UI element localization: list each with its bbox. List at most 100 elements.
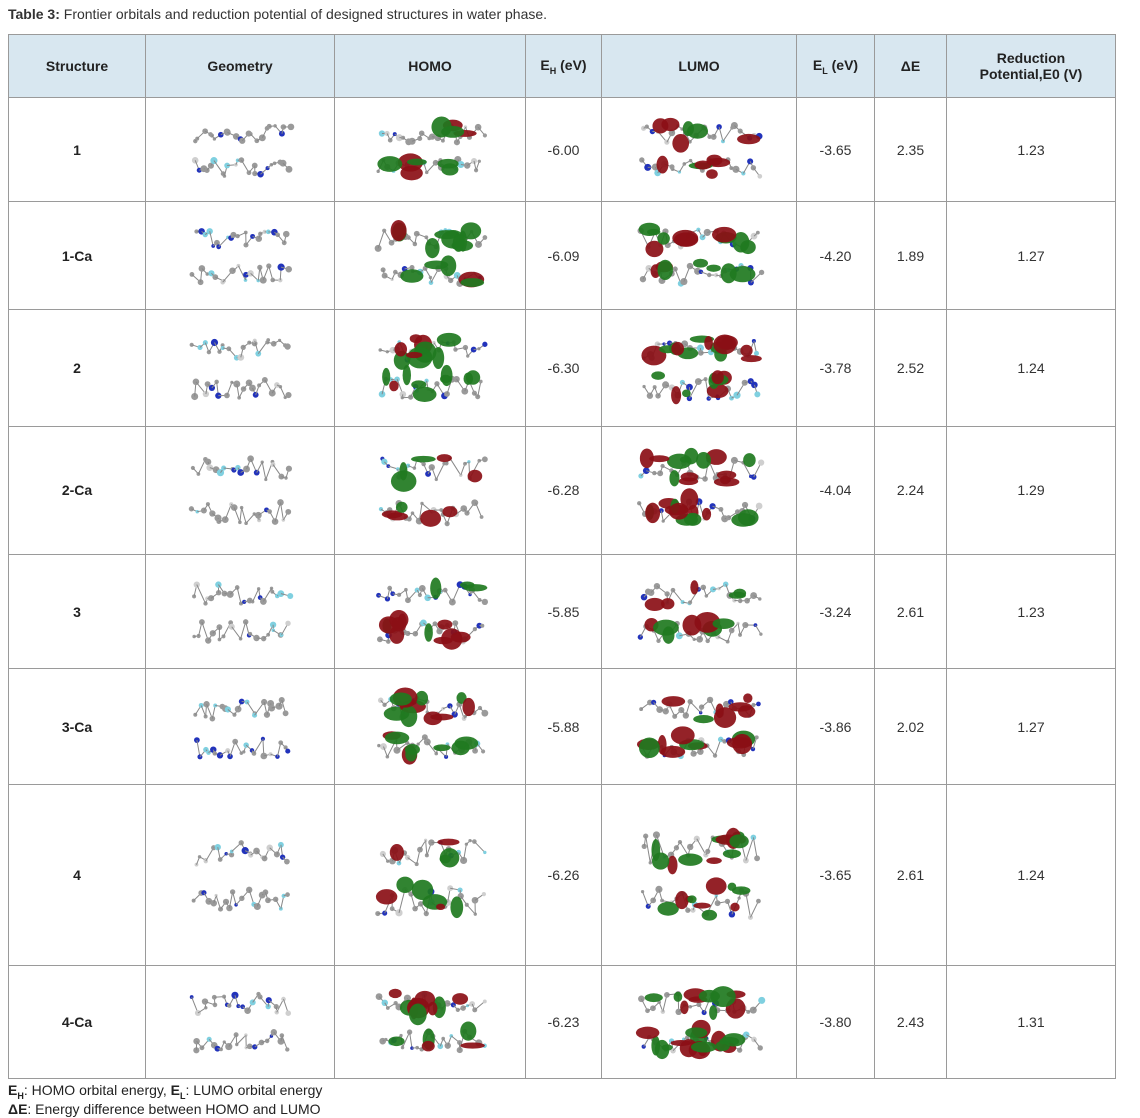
header-geometry: Geometry — [145, 34, 335, 98]
table-row: 2 -6.30 -3.78 2.52 1.24 — [8, 309, 1116, 427]
table-caption: Table 3: Frontier orbitals and reduction… — [8, 6, 547, 22]
reduction-potential-value-cell: 1.24 — [946, 784, 1116, 966]
geometry-image-cell — [145, 668, 335, 786]
delta-e-value-cell: 1.89 — [874, 201, 947, 311]
eh-value-cell: -5.85 — [525, 553, 602, 670]
homo-orbital-image — [376, 577, 489, 650]
el-value-cell: -3.80 — [796, 964, 875, 1080]
homo-image-cell — [334, 668, 526, 786]
delta-e-value-cell: 2.02 — [874, 668, 947, 786]
table-row: 3 -5.85 -3.24 2.61 1.23 — [8, 553, 1116, 670]
structure-id-cell: 2-Ca — [8, 425, 146, 555]
lumo-image-cell — [601, 784, 797, 966]
reduction-potential-value-cell: 1.23 — [946, 96, 1116, 203]
lumo-orbital-image — [640, 827, 761, 921]
eh-value-cell: -5.88 — [525, 668, 602, 786]
structure-id-cell: 1-Ca — [8, 201, 146, 311]
delta-e-value-cell: 2.52 — [874, 309, 947, 427]
reduction-potential-value-cell: 1.24 — [946, 309, 1116, 427]
geometry-image-cell — [145, 964, 335, 1080]
reduction-potential-value-cell: 1.29 — [946, 425, 1116, 555]
el-value-cell: -3.86 — [796, 668, 875, 786]
lumo-image-cell — [601, 964, 797, 1080]
homo-image-cell — [334, 425, 526, 555]
table-row: 1-Ca -6.09 -4.20 1.89 1.27 — [8, 201, 1116, 311]
reduction-potential-value-cell: 1.23 — [946, 553, 1116, 670]
delta-e-value-cell: 2.61 — [874, 553, 947, 670]
homo-image-cell — [334, 964, 526, 1080]
geometry-image-cell — [145, 425, 335, 555]
reduction-potential-value-cell: 1.27 — [946, 201, 1116, 311]
el-value-cell: -3.65 — [796, 784, 875, 966]
table-row: 4 -6.26 -3.65 2.61 1.24 — [8, 784, 1116, 966]
el-value-cell: -3.65 — [796, 96, 875, 203]
homo-orbital-image — [376, 116, 488, 180]
eh-value-cell: -6.00 — [525, 96, 602, 203]
delta-e-value-cell: 2.43 — [874, 964, 947, 1080]
homo-orbital-image — [378, 454, 488, 528]
table-row: 1 -6.00 -3.65 2.35 1.23 — [8, 96, 1116, 203]
homo-image-cell — [334, 201, 526, 311]
structure-id-cell: 3-Ca — [8, 668, 146, 786]
header-eh: EH (eV) — [525, 34, 602, 98]
structure-id-cell: 3 — [8, 553, 146, 670]
eh-value-cell: -6.28 — [525, 425, 602, 555]
table-row: 3-Ca -5.88 -3.86 2.02 1.27 — [8, 668, 1116, 786]
footnote-delta-e: ΔE: Energy difference between HOMO and L… — [8, 1101, 321, 1117]
structure-id-cell: 1 — [8, 96, 146, 203]
lumo-image-cell — [601, 425, 797, 555]
homo-image-cell — [334, 784, 526, 966]
molecule-geometry-image — [191, 840, 290, 912]
structure-id-cell: 2 — [8, 309, 146, 427]
molecule-geometry-image — [192, 580, 294, 644]
molecule-geometry-image — [189, 338, 292, 401]
header-reduction-potential: Reduction Potential,E0 (V) — [946, 34, 1116, 98]
geometry-image-cell — [145, 553, 335, 670]
geometry-image-cell — [145, 309, 335, 427]
reduction-potential-value-cell: 1.27 — [946, 668, 1116, 786]
structure-id-cell: 4-Ca — [8, 964, 146, 1080]
lumo-image-cell — [601, 96, 797, 203]
molecule-geometry-image — [189, 992, 292, 1054]
homo-orbital-image — [375, 989, 487, 1054]
lumo-orbital-image — [637, 579, 763, 644]
header-delta-e: ΔE — [874, 34, 947, 98]
lumo-orbital-image — [636, 693, 761, 759]
lumo-orbital-image — [637, 448, 765, 528]
header-homo: HOMO — [334, 34, 526, 98]
lumo-orbital-image — [641, 334, 762, 405]
homo-image-cell — [334, 96, 526, 203]
molecule-geometry-image — [191, 123, 295, 178]
el-value-cell: -4.04 — [796, 425, 875, 555]
header-structure: Structure — [8, 34, 146, 98]
lumo-image-cell — [601, 668, 797, 786]
lumo-image-cell — [601, 201, 797, 311]
lumo-orbital-image — [639, 117, 763, 179]
homo-orbital-image — [377, 687, 489, 765]
homo-orbital-image — [374, 219, 488, 288]
geometry-image-cell — [145, 201, 335, 311]
reduction-potential-value-cell: 1.31 — [946, 964, 1116, 1080]
frontier-orbitals-table: Structure Geometry HOMO EH (eV) LUMO EL … — [8, 34, 1116, 1080]
lumo-orbital-image — [635, 986, 766, 1060]
geometry-image-cell — [145, 784, 335, 966]
structure-id-cell: 4 — [8, 784, 146, 966]
el-value-cell: -3.24 — [796, 553, 875, 670]
table-row: 2-Ca -6.28 -4.04 2.24 1.29 — [8, 425, 1116, 555]
lumo-image-cell — [601, 309, 797, 427]
header-el: EL (eV) — [796, 34, 875, 98]
el-value-cell: -3.78 — [796, 309, 875, 427]
header-lumo: LUMO — [601, 34, 797, 98]
molecule-geometry-image — [193, 696, 291, 760]
delta-e-value-cell: 2.24 — [874, 425, 947, 555]
header-row: Structure Geometry HOMO EH (eV) LUMO EL … — [8, 34, 1116, 98]
caption-text: Frontier orbitals and reduction potentia… — [63, 6, 548, 22]
caption-label: Table 3: — [8, 6, 60, 22]
eh-value-cell: -6.23 — [525, 964, 602, 1080]
eh-value-cell: -6.30 — [525, 309, 602, 427]
molecule-geometry-image — [189, 227, 293, 285]
delta-e-value-cell: 2.35 — [874, 96, 947, 203]
footnote-energies: EH: HOMO orbital energy, EL: LUMO orbita… — [8, 1082, 323, 1101]
homo-orbital-image — [378, 332, 488, 402]
geometry-image-cell — [145, 96, 335, 203]
